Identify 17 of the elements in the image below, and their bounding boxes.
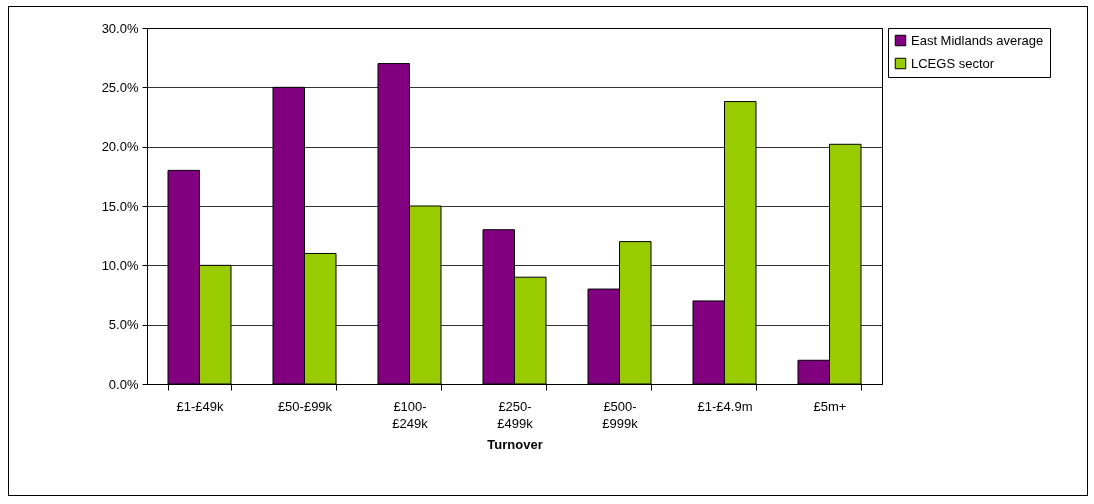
y-tick-label: 5.0% xyxy=(108,317,139,333)
y-tick-label: 0.0% xyxy=(108,376,139,392)
x-tick-label: £5m+ xyxy=(813,398,847,414)
legend-label: East Midlands average xyxy=(911,32,1044,48)
y-tick-label: 15.0% xyxy=(101,198,139,214)
x-tick-label: £1-£4.9m xyxy=(697,398,753,414)
x-axis-title: Turnover xyxy=(487,436,543,452)
x-tick-label: £1-£49k xyxy=(176,398,224,414)
x-tick-label: £100-£249k xyxy=(392,398,429,431)
y-tick-label: 30.0% xyxy=(101,20,139,36)
legend-label: LCEGS sector xyxy=(911,55,995,71)
x-tick-label: £500-£999k xyxy=(602,398,639,431)
y-tick-label: 20.0% xyxy=(101,139,139,155)
y-tick-label: 10.0% xyxy=(101,257,139,273)
x-tick-label: £50-£99k xyxy=(277,398,333,414)
y-tick-label: 25.0% xyxy=(101,79,139,95)
x-tick-label: £250-£499k xyxy=(497,398,534,431)
